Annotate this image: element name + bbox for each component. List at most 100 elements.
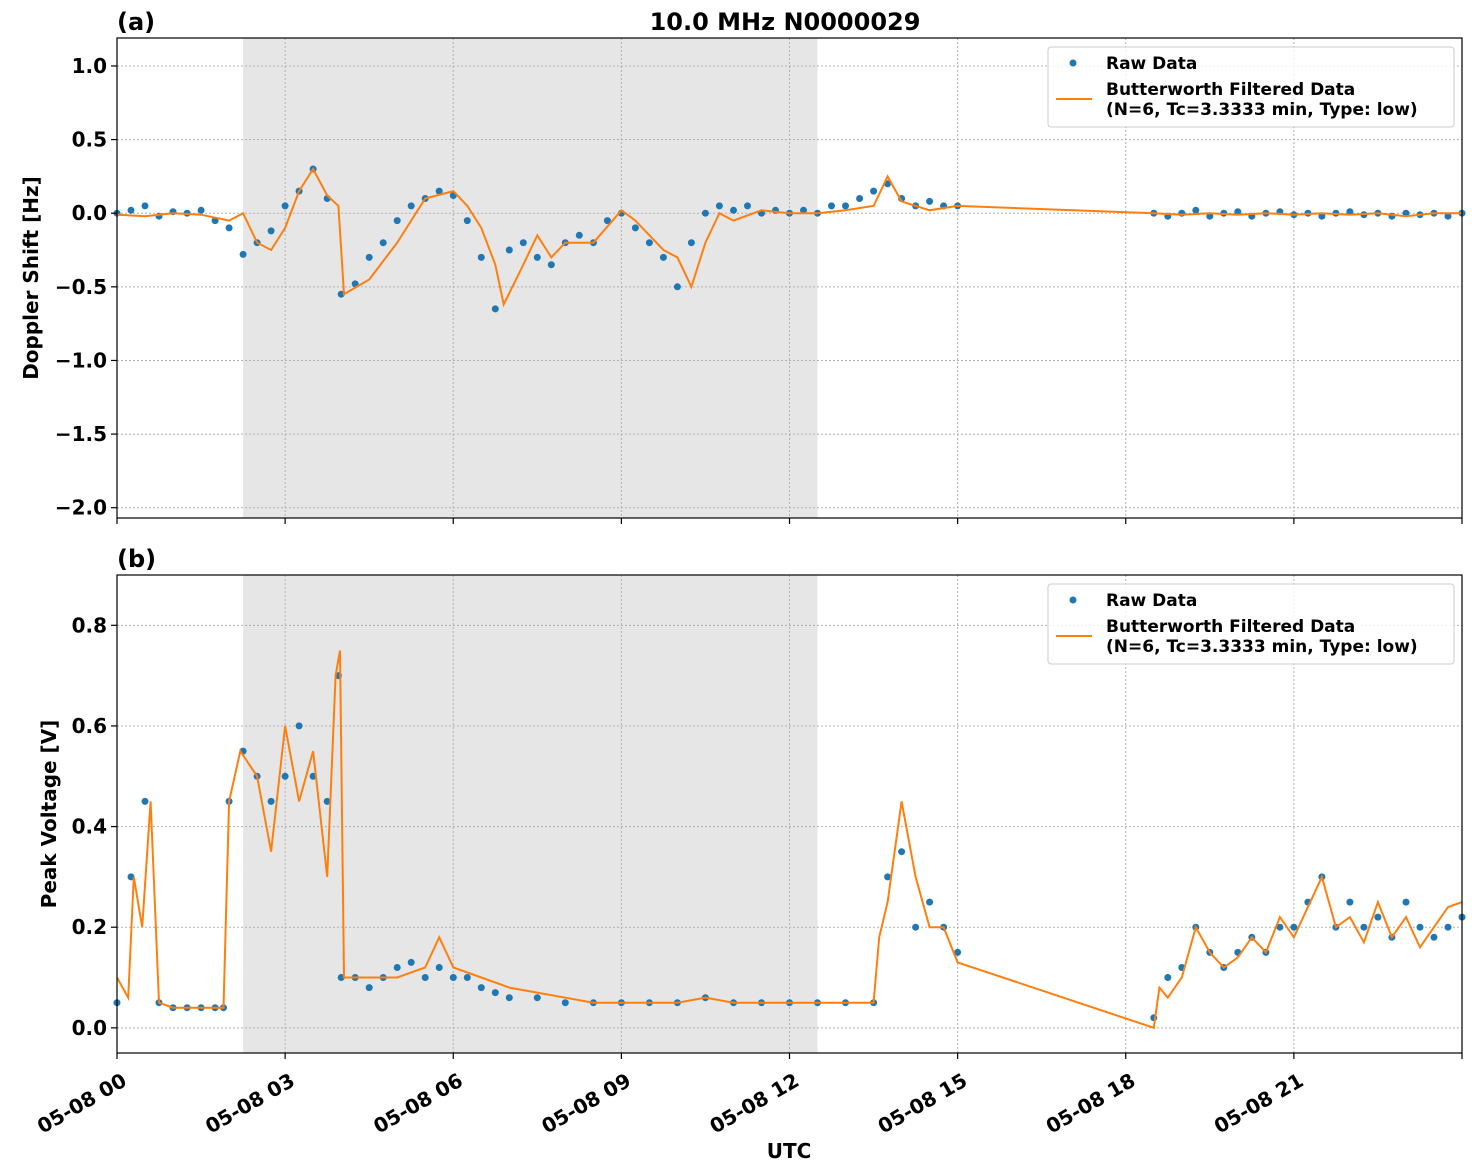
p0-raw-data-point bbox=[267, 227, 275, 235]
p0-legend-label-filtered: Butterworth Filtered Data bbox=[1106, 80, 1355, 100]
p1-raw-data-point bbox=[1164, 974, 1172, 981]
p0-raw-data-point bbox=[575, 231, 583, 239]
p0-raw-data-point bbox=[1346, 208, 1354, 216]
x-axis-label: UTC bbox=[767, 1139, 812, 1163]
p0-legend-label-filtered-params: (N=6, Tc=3.3333 min, Type: low) bbox=[1106, 100, 1418, 120]
p1-raw-data-point bbox=[1374, 913, 1382, 921]
p1-raw-data-point bbox=[1444, 923, 1452, 931]
p1-raw-data-point bbox=[1402, 898, 1410, 906]
p1-raw-data-point bbox=[421, 974, 429, 981]
p1-legend-marker-raw bbox=[1069, 596, 1077, 604]
figure-title: 10.0 MHz N0000029 bbox=[650, 8, 921, 36]
p0-raw-data-point bbox=[141, 202, 149, 210]
p0-raw-data-point bbox=[701, 209, 709, 217]
p0-raw-data-point bbox=[1234, 208, 1242, 216]
p0-raw-data-point bbox=[687, 239, 695, 247]
panel-b-peak-voltage: 05-08 00 05-08 03 05-08 06 05-08 09 05-08 12… bbox=[33, 545, 1466, 1138]
p1-raw-data-point bbox=[1346, 898, 1354, 906]
p0-raw-data-point bbox=[365, 253, 373, 261]
p0-raw-data-point bbox=[547, 261, 555, 269]
p1-x-tick-label: 05-08 15 bbox=[874, 1068, 972, 1138]
p1-y-tick-label: 0.4 bbox=[72, 815, 107, 839]
p0-raw-data-point bbox=[842, 202, 849, 210]
p1-filtered-data-line bbox=[116, 650, 1463, 1030]
p0-raw-data-point bbox=[1318, 212, 1326, 220]
p0-raw-data-point bbox=[505, 246, 513, 254]
p1-raw-data-point bbox=[898, 848, 906, 856]
p0-raw-data-point bbox=[435, 187, 443, 195]
p0-raw-data-point bbox=[393, 217, 401, 225]
p0-y-tick-label: −0.5 bbox=[55, 275, 107, 299]
p0-legend-marker-raw bbox=[1069, 59, 1077, 67]
p1-legend-label-filtered-params: (N=6, Tc=3.3333 min, Type: low) bbox=[1106, 637, 1418, 657]
p1-raw-data-point bbox=[295, 722, 303, 730]
p1-raw-data-point bbox=[365, 984, 373, 992]
p0-raw-data-point bbox=[659, 253, 667, 261]
p1-y-axis-label: Peak Voltage [V] bbox=[37, 720, 61, 909]
p1-x-tick-label: 05-08 03 bbox=[201, 1068, 299, 1138]
p1-raw-data-point bbox=[281, 772, 289, 780]
p1-raw-data-point bbox=[1430, 933, 1438, 941]
p1-y-tick-label: 0.6 bbox=[72, 714, 107, 738]
p0-raw-data-point bbox=[407, 202, 415, 210]
p0-raw-data-point bbox=[379, 239, 387, 247]
p1-x-tick-label: 05-08 18 bbox=[1042, 1068, 1140, 1138]
p0-raw-data-point bbox=[645, 239, 653, 247]
p0-raw-data-point bbox=[1402, 209, 1410, 217]
p0-raw-data-point bbox=[281, 202, 289, 210]
p1-raw-data-point bbox=[267, 797, 275, 805]
p1-x-tick-label: 05-08 00 bbox=[33, 1068, 131, 1138]
p0-raw-data-point bbox=[800, 206, 807, 214]
p0-raw-data-point bbox=[870, 187, 878, 195]
p1-y-tick-label: 0.0 bbox=[72, 1016, 107, 1040]
p1-raw-data-point bbox=[449, 974, 457, 981]
p0-raw-data-point bbox=[673, 283, 681, 291]
p1-raw-data-point bbox=[141, 797, 149, 805]
p1-x-tick-label: 05-08 21 bbox=[1210, 1068, 1308, 1138]
p0-panel-label: (a) bbox=[117, 8, 155, 36]
p0-raw-data-point bbox=[477, 253, 485, 261]
p0-raw-data-point bbox=[926, 197, 934, 205]
p0-legend-label-raw: Raw Data bbox=[1106, 54, 1197, 74]
p1-raw-data-point bbox=[491, 989, 499, 997]
p0-raw-data-point bbox=[603, 217, 611, 225]
p0-raw-data-point bbox=[856, 195, 864, 202]
p0-y-tick-label: 0.5 bbox=[72, 128, 107, 152]
p0-raw-data-point bbox=[715, 202, 723, 210]
p1-raw-data-point bbox=[533, 994, 541, 1002]
p1-raw-data-point bbox=[435, 964, 443, 971]
p0-raw-data-point bbox=[1192, 206, 1200, 214]
p0-y-tick-label: 1.0 bbox=[72, 54, 107, 78]
p1-raw-data-point bbox=[1290, 923, 1298, 931]
p0-legend-box bbox=[1047, 46, 1455, 128]
p0-raw-data-point bbox=[1444, 212, 1452, 220]
p0-y-tick-label: −2.0 bbox=[55, 496, 107, 520]
p1-x-tick-label: 05-08 12 bbox=[705, 1068, 803, 1138]
p1-raw-data-point bbox=[561, 999, 569, 1007]
p0-raw-data-point bbox=[631, 224, 639, 232]
p0-raw-data-point bbox=[744, 202, 751, 210]
p0-raw-data-point bbox=[533, 253, 541, 261]
p1-x-tick-label: 05-08 09 bbox=[537, 1068, 635, 1138]
p0-raw-data-point bbox=[519, 239, 527, 247]
p0-y-tick-label: −1.0 bbox=[55, 348, 107, 372]
p0-raw-data-point bbox=[197, 206, 205, 214]
p0-raw-data-point bbox=[127, 206, 135, 214]
p1-raw-data-point bbox=[1276, 923, 1284, 931]
p1-legend-label-raw: Raw Data bbox=[1106, 591, 1197, 611]
p1-raw-data-point bbox=[926, 898, 934, 906]
p0-y-tick-label: 0.0 bbox=[72, 201, 107, 225]
p1-raw-data-point bbox=[463, 974, 471, 981]
p1-raw-data-point bbox=[393, 964, 401, 971]
p1-x-tick-label: 05-08 06 bbox=[369, 1068, 467, 1138]
p1-raw-data-point bbox=[1416, 923, 1424, 931]
p0-raw-data-point bbox=[730, 206, 737, 214]
p1-raw-data-point bbox=[477, 984, 485, 992]
p0-raw-data-point bbox=[828, 202, 835, 210]
p1-raw-data-point bbox=[323, 797, 331, 805]
p1-raw-data-point bbox=[884, 873, 892, 881]
p1-raw-data-point bbox=[954, 948, 962, 956]
p1-raw-data-point bbox=[337, 974, 345, 981]
p0-y-axis-label: Doppler Shift [Hz] bbox=[19, 176, 43, 380]
